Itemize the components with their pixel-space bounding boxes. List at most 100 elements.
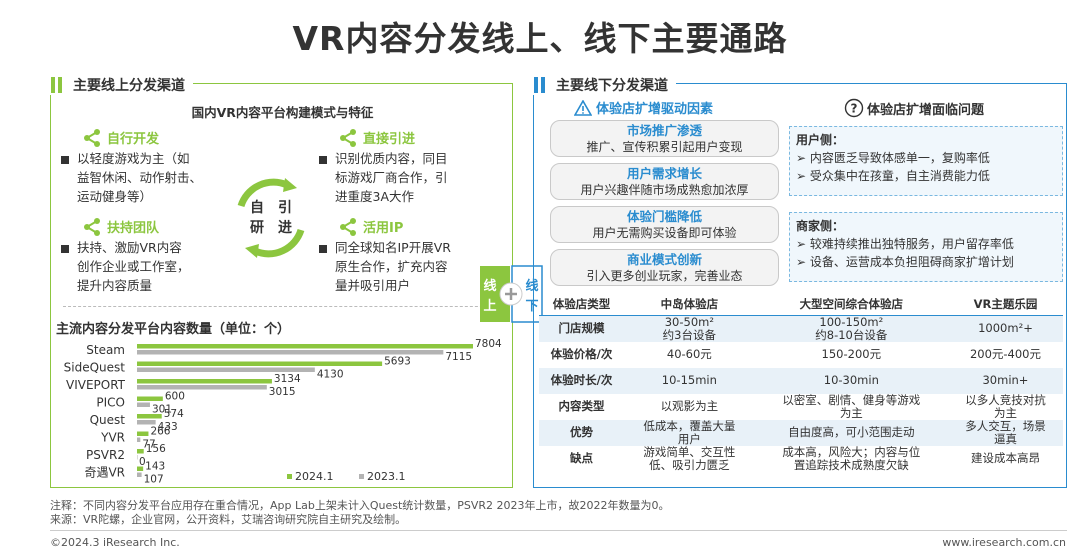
legend-label: 2023.1 bbox=[367, 470, 406, 483]
mode-label: 直接引进 bbox=[363, 132, 416, 147]
connector-char: 线 bbox=[483, 278, 496, 294]
bullet-square-icon bbox=[61, 155, 69, 164]
section-marker-icon bbox=[51, 77, 65, 93]
table-row-header: 内容类型 bbox=[558, 399, 605, 413]
table-header-cell: VR主题乐园 bbox=[947, 294, 1063, 316]
table-cell: 200元-400元 bbox=[969, 347, 1041, 361]
table-cell: 100-150m² 约8-10台设备 bbox=[754, 315, 948, 342]
table-cell: 游戏简单、交互性 低、吸引力匮乏 bbox=[643, 444, 736, 472]
text-line: 创作企业或工作室， bbox=[77, 259, 190, 274]
source-line: 来源：VR陀螺，企业官网，公开资料，艾瑞咨询研究院自主研究及绘制。 bbox=[50, 513, 407, 526]
text-line: 识别优质内容，同目 bbox=[335, 151, 448, 166]
data-label: 266 bbox=[150, 426, 170, 438]
table-cell: 10-15min bbox=[624, 367, 755, 394]
svg-text:?: ? bbox=[851, 102, 858, 116]
drivers-header: 体验店扩增驱动因素 bbox=[574, 98, 713, 117]
data-label: 5693 bbox=[384, 356, 411, 368]
divider bbox=[63, 306, 503, 307]
text-line: 提升内容质量 bbox=[77, 278, 153, 293]
platform-mode-subtitle: 国内VR内容平台构建模式与特征 bbox=[191, 105, 374, 120]
table-header-row: 体验店类型 中岛体验店 大型空间综合体验店 VR主题乐园 bbox=[539, 294, 1063, 316]
legend-swatch bbox=[359, 474, 364, 479]
notes: 注释：不同内容分发平台应用存在重合情况，App Lab上架未计入Quest统计数… bbox=[50, 499, 670, 527]
mode-import-text: 识别优质内容，同目 标游戏厂商合作，引 进重度3A大作 bbox=[319, 149, 448, 206]
data-label: 574 bbox=[164, 408, 184, 420]
driver-card: 商业模式创新 引入更多创业玩家，完善业态 bbox=[550, 249, 779, 286]
category-label: YVR bbox=[100, 431, 125, 445]
footer-divider bbox=[50, 530, 1067, 531]
legend-label: 2024.1 bbox=[295, 470, 334, 483]
table-cell: 30min+ bbox=[947, 367, 1063, 394]
problem-text: 受众集中在孩童，自主消费能力低 bbox=[809, 169, 990, 183]
text-line: 原生合作，扩充内容 bbox=[335, 259, 448, 274]
cycle-char: 进 bbox=[278, 220, 292, 236]
copyright: ©2024.3 iResearch Inc. bbox=[50, 536, 180, 549]
online-offline-connector: 线 上 线 下 bbox=[480, 265, 543, 323]
bar-2023.1 bbox=[137, 455, 138, 460]
data-label: 301 bbox=[152, 404, 172, 416]
category-label: Quest bbox=[90, 413, 126, 427]
table-cell: 40-60元 bbox=[666, 347, 712, 361]
table-cell: 多人交互，场景 逼真 bbox=[947, 419, 1063, 446]
text-line: 益智休闲、动作射击、 bbox=[77, 170, 203, 185]
cycle-diagram: 自 引 研 进 bbox=[237, 178, 305, 258]
store-comparison-table: 体验店类型 中岛体验店 大型空间综合体验店 VR主题乐园 门店规模 30-50m² 约3台… bbox=[539, 294, 1063, 472]
problems-title: 体验店扩增面临问题 bbox=[867, 102, 985, 118]
website-link[interactable]: www.iresearch.com.cn bbox=[942, 536, 1066, 549]
table-row: 优势 低成本，覆盖大量 用户 自由度高，可小范围走动 多人交互，场景 逼真 bbox=[539, 419, 1063, 446]
warning-triangle-icon bbox=[574, 99, 592, 116]
text-line: 标游戏厂商合作，引 bbox=[335, 170, 448, 185]
mode-label: 活用IP bbox=[363, 221, 404, 236]
cycle-arrow bbox=[237, 178, 289, 208]
bar-2023.1 bbox=[137, 385, 267, 390]
share-icon bbox=[84, 128, 100, 147]
data-label: 7804 bbox=[475, 338, 502, 350]
problem-text: 设备、运营成本负担阻碍商家扩增计划 bbox=[809, 255, 1014, 269]
data-label: 7115 bbox=[445, 351, 472, 363]
table-row-header: 优势 bbox=[539, 419, 624, 446]
online-tab bbox=[480, 266, 510, 322]
text-line: 同全球知名IP开展VR bbox=[335, 240, 451, 255]
data-label: 0 bbox=[139, 456, 146, 468]
bullet-square-icon bbox=[319, 155, 327, 164]
table-cell: 30-50m² 约3台设备 bbox=[624, 315, 755, 342]
problem-item: ➢ 内容匮乏导致体感单一，复购率低 bbox=[796, 151, 990, 165]
data-label: 77 bbox=[142, 439, 155, 451]
table-cell: 以密室、剧情、健身等游戏 为主 bbox=[782, 392, 921, 420]
table-cell: 自由度高，可小范围走动 bbox=[754, 419, 948, 446]
legend-swatch bbox=[287, 474, 292, 479]
online-section-header: 主要线上分发渠道 bbox=[49, 75, 193, 95]
online-channels-panel: 主要线上分发渠道 国内VR内容平台构建模式与特征 自行开发 以轻度游戏为主（如 … bbox=[49, 75, 513, 488]
driver-desc: 推广、宣传积累引起用户变现 bbox=[586, 140, 743, 154]
table-header-cell: 中岛体验店 bbox=[624, 294, 755, 316]
bar-2024.1 bbox=[137, 466, 144, 471]
cycle-char: 研 bbox=[250, 220, 264, 236]
data-label: 3134 bbox=[274, 373, 301, 385]
problem-heading: 商家侧： bbox=[796, 219, 845, 233]
data-label: 143 bbox=[145, 461, 165, 473]
bar-2023.1 bbox=[137, 437, 141, 442]
driver-heading: 市场推广渗透 bbox=[626, 123, 702, 138]
table-row: 体验时长/次 10-15min 10-30min 30min+ bbox=[539, 367, 1063, 394]
merchant-side-problems: 商家侧： ➢ 较难持续推出独特服务，用户留存率低 ➢ 设备、运营成本负担阻碍商家… bbox=[789, 212, 1063, 282]
user-side-problems: 用户侧： ➢ 内容匮乏导致体感单一，复购率低 ➢ 受众集中在孩童，自主消费能力低 bbox=[789, 126, 1063, 196]
mode-self-develop-text: 以轻度游戏为主（如 益智休闲、动作射击、 运动健身等） bbox=[61, 149, 202, 206]
offline-section-title: 主要线下分发渠道 bbox=[556, 78, 668, 94]
question-circle-icon: ? bbox=[844, 98, 864, 118]
text-line: 以轻度游戏为主（如 bbox=[77, 151, 190, 166]
table-row-header: 缺点 bbox=[570, 451, 593, 465]
connector-char: 上 bbox=[483, 299, 496, 314]
cycle-arrow bbox=[253, 228, 305, 258]
mode-import-title: 直接引进 bbox=[339, 128, 415, 147]
problem-heading: 用户侧： bbox=[796, 133, 845, 147]
bar-2024.1 bbox=[137, 361, 383, 366]
text-line: 扶持、激励VR内容 bbox=[77, 240, 182, 255]
driver-heading: 商业模式创新 bbox=[626, 252, 702, 267]
driver-desc: 引入更多创业玩家，完善业态 bbox=[586, 269, 743, 283]
problem-item: ➢ 设备、运营成本负担阻碍商家扩增计划 bbox=[796, 255, 1014, 269]
offline-channels-panel: 主要线下分发渠道 体验店扩增驱动因素 ? 体验店扩增面临问题 市场推广渗透 推广… bbox=[532, 75, 1067, 488]
offline-section-header: 主要线下分发渠道 bbox=[532, 75, 676, 95]
table-cell: 低成本，覆盖大量 用户 bbox=[624, 419, 755, 446]
note-line: 注释：不同内容分发平台应用存在重合情况，App Lab上架未计入Quest统计数… bbox=[50, 499, 670, 512]
table-cell: 1000m²+ bbox=[947, 315, 1063, 342]
